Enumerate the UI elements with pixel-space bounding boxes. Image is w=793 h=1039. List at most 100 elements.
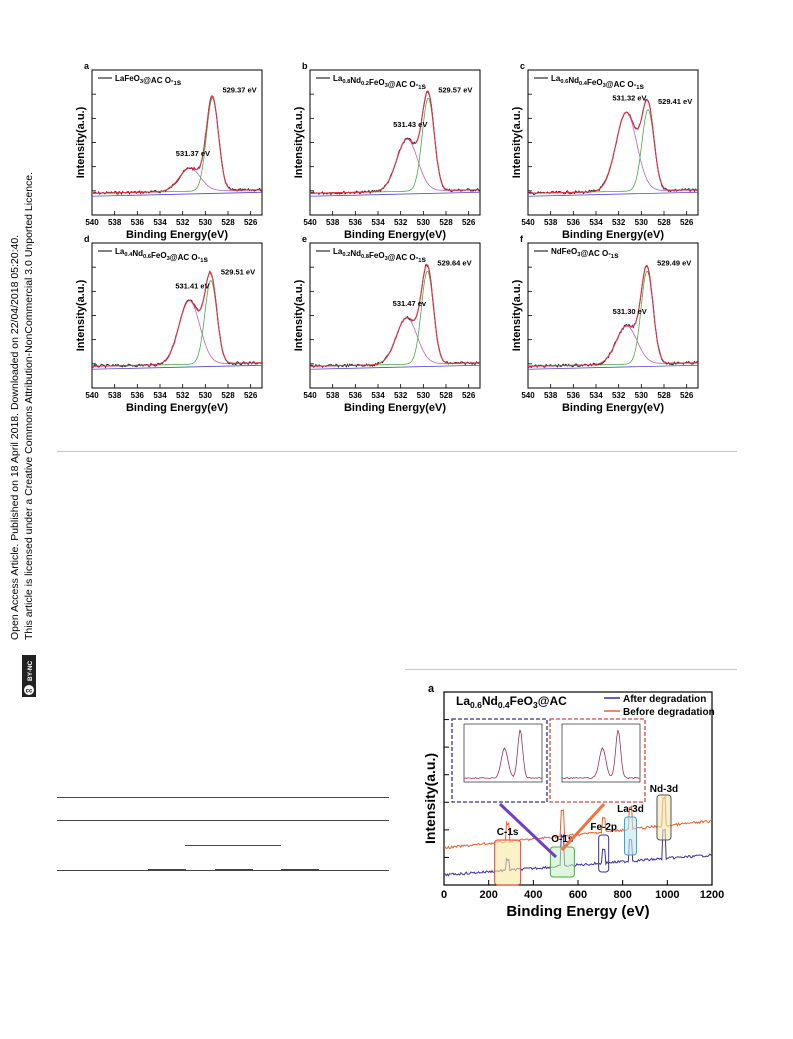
x-tick-label: 532 — [176, 391, 190, 400]
x-tick-label: 540 — [521, 218, 535, 227]
y-axis-title-group: Intensity(a.u.) — [422, 753, 438, 844]
element-annotation: C-1s — [497, 827, 519, 838]
y-axis-title-group: Intensity(a.u.) — [511, 279, 523, 351]
x-tick-label: 540 — [85, 218, 99, 227]
inset-frame — [463, 723, 543, 783]
section-divider — [57, 451, 737, 452]
license-note: This article is licensed under a Creativ… — [23, 172, 35, 640]
y-axis-title-group: Intensity(a.u.) — [293, 279, 305, 351]
panel-letter: d — [84, 234, 90, 244]
fitted-envelope-line — [309, 263, 480, 367]
x-tick-label: 532 — [394, 218, 408, 227]
y-axis-title: Intensity(a.u.) — [511, 106, 523, 178]
table-rule-header — [57, 820, 389, 821]
table-rule-sub3 — [281, 869, 319, 871]
legend-label: La0.2Nd0.8FeO3@AC O-1s — [333, 247, 426, 264]
survey-plot: a La0.6Nd0.4FeO3@AC After degradation Befor… — [422, 683, 724, 920]
xps-panel-f: 531.30 eV 529.49 eV 540 538 536 534 532 530 528 5… — [511, 234, 699, 414]
x-tick-label: 530 — [635, 391, 649, 400]
x-tick-label: 536 — [349, 391, 363, 400]
x-tick-label: 532 — [176, 218, 190, 227]
x-tick-label: 528 — [221, 218, 235, 227]
y-axis-title: Intensity(a.u.) — [511, 279, 523, 351]
published-note: Open Access Article. Published on 18 Apr… — [9, 235, 21, 640]
x-tick-label: 526 — [680, 218, 694, 227]
x-tick-label: 526 — [244, 391, 258, 400]
x-tick-label: 600 — [569, 889, 587, 901]
x-tick-label: 528 — [221, 391, 235, 400]
x-axis-title: Binding Energy(eV) — [126, 402, 228, 414]
x-tick-label: 400 — [524, 889, 542, 901]
x-tick-label: 532 — [612, 391, 626, 400]
component-peak-1 — [527, 111, 698, 194]
x-tick-label: 536 — [349, 218, 363, 227]
fitted-envelope-line — [91, 94, 262, 194]
legend-label: La0.4Nd0.6FeO3@AC O-1s — [115, 247, 208, 264]
survey-title: La0.6Nd0.4FeO3@AC — [456, 694, 567, 710]
panel-letter: e — [302, 234, 307, 244]
raw-spectrum-line — [309, 90, 481, 195]
x-tick-label: 1200 — [700, 889, 724, 901]
cc-badge-text: BY-NC — [27, 660, 34, 681]
element-annotation: O-1s — [551, 834, 574, 845]
x-tick-label: 540 — [521, 391, 535, 400]
element-annotation: Nd-3d — [650, 784, 678, 795]
x-tick-label: 532 — [612, 218, 626, 227]
x-tick-label: 526 — [680, 391, 694, 400]
svg-text:cc: cc — [26, 689, 33, 695]
fitted-envelope-line — [309, 90, 480, 194]
inset-frame — [561, 723, 641, 783]
y-axis-title-group: Intensity(a.u.) — [511, 106, 523, 178]
survey-spectrum-chart: a La0.6Nd0.4FeO3@AC After degradation Befor… — [422, 683, 724, 920]
figure-divider — [405, 669, 737, 670]
x-tick-label: 538 — [326, 218, 340, 227]
raw-spectrum-line — [527, 265, 699, 369]
raw-spectrum-line — [309, 264, 481, 368]
table-rule-sub2 — [215, 869, 253, 871]
x-tick-label: 536 — [567, 391, 581, 400]
x-axis-title: Binding Energy (eV) — [506, 903, 649, 920]
peak-label: 529.51 eV — [221, 268, 255, 277]
fitted-envelope-line — [91, 271, 262, 367]
legend-label: NdFeO3@AC O-1s — [551, 247, 619, 260]
inset-box — [549, 718, 646, 803]
baseline-line — [91, 364, 263, 370]
component-peak-1 — [309, 317, 480, 367]
xps-panel-b: 531.43 eV 529.57 eV 540 538 536 534 532 530 528 5… — [293, 61, 481, 241]
table-rule-sub1 — [148, 869, 186, 871]
fitted-envelope-line — [527, 98, 698, 194]
x-tick-label: 530 — [199, 218, 213, 227]
x-tick-label: 540 — [303, 391, 317, 400]
x-tick-label: 528 — [439, 391, 453, 400]
y-axis-title: Intensity(a.u.) — [293, 106, 305, 178]
peak-label: 531.41 eV — [175, 281, 209, 290]
raw-spectrum-line — [91, 95, 263, 195]
peak-label: 529.49 eV — [657, 258, 691, 267]
before-degradation-line — [443, 795, 713, 850]
element-annotation: La-3d — [617, 804, 644, 815]
legend-label: La0.6Nd0.4FeO3@AC O-1s — [551, 74, 644, 91]
x-tick-label: 1000 — [655, 889, 679, 901]
x-tick-label: 532 — [394, 391, 408, 400]
xps-panel-e: 531.47 ev 529.64 eV 540 538 536 534 532 530 528 5… — [293, 234, 481, 414]
baseline-line — [91, 191, 263, 197]
component-peak-2 — [309, 270, 480, 367]
x-tick-label: 540 — [303, 218, 317, 227]
baseline-line — [309, 191, 481, 197]
x-tick-label: 534 — [153, 218, 167, 227]
x-tick-label: 538 — [108, 391, 122, 400]
x-tick-label: 800 — [613, 889, 631, 901]
peak-label: 531.32 eV — [612, 93, 646, 102]
xps-panel-c: 531.32 eV 529.41 eV 540 538 536 534 532 530 528 5… — [511, 61, 699, 241]
inset-box — [451, 718, 548, 803]
peak-label: 529.41 eV — [658, 97, 692, 106]
x-tick-label: 530 — [417, 218, 431, 227]
component-peak-2 — [527, 108, 698, 194]
peak-highlight-box — [494, 839, 522, 886]
peak-highlight-box — [549, 846, 575, 878]
license-side-text: Open Access Article. Published on 18 Apr… — [0, 0, 60, 700]
fitted-envelope-line — [527, 264, 698, 367]
table-rule-top — [57, 797, 389, 798]
component-peak-1 — [527, 325, 698, 367]
